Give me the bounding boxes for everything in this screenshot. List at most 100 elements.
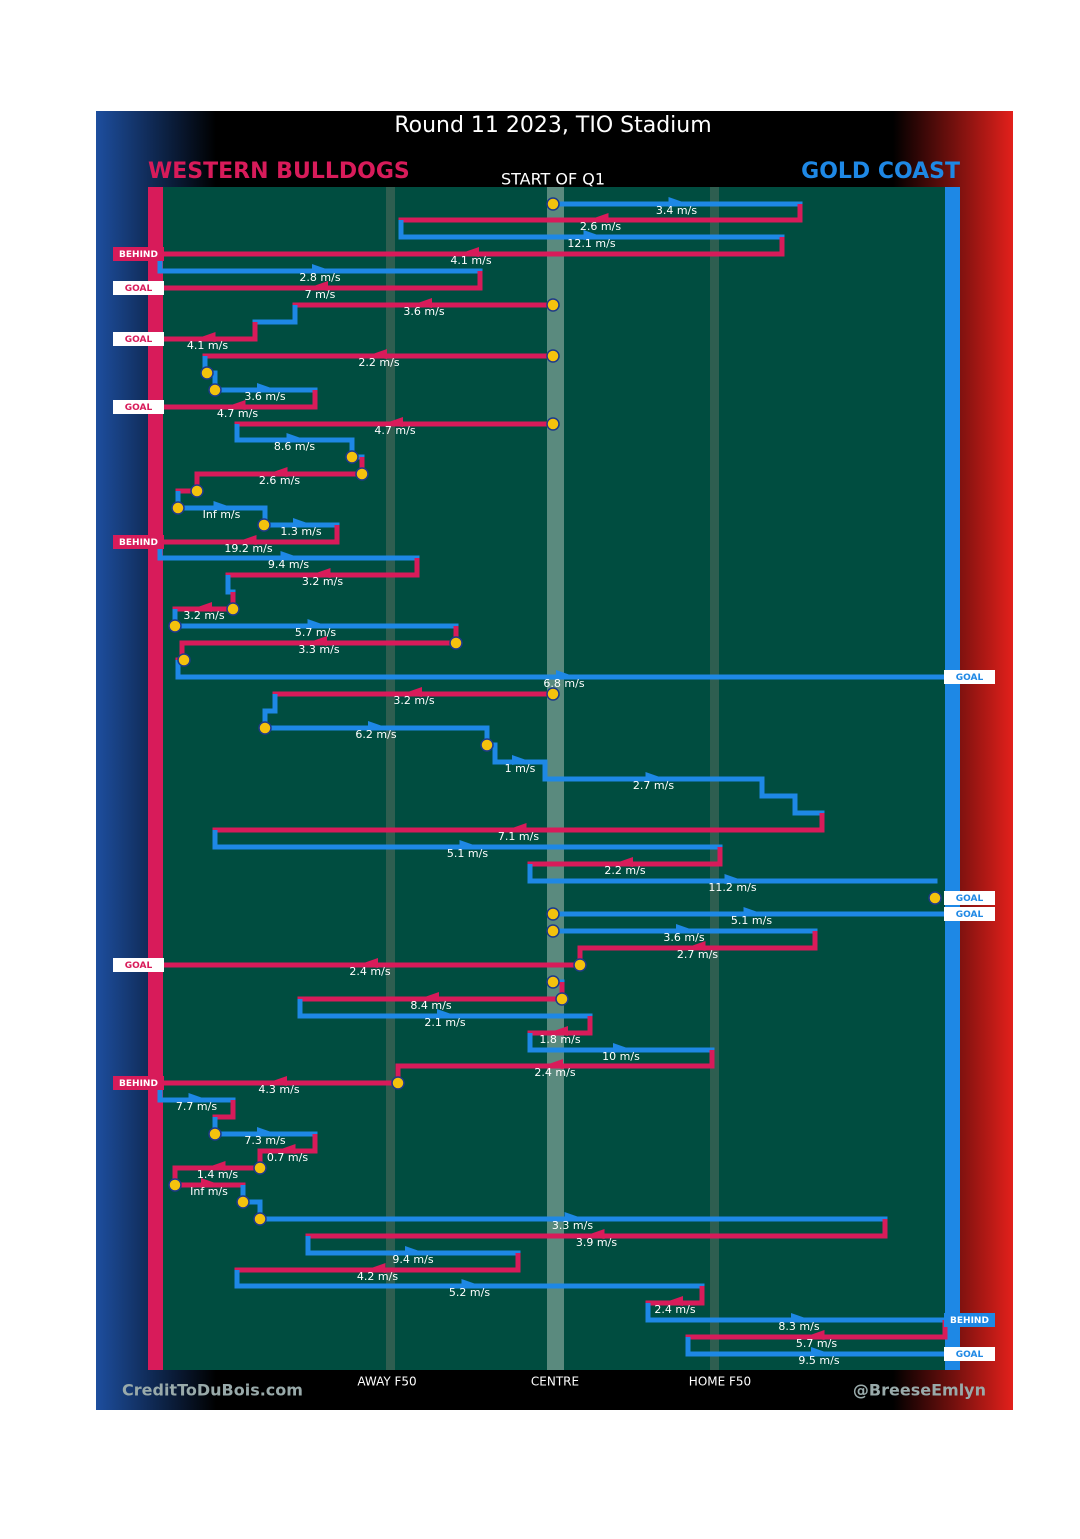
speed-label: 3.2 m/s [183, 609, 224, 622]
arrowhead [367, 349, 387, 359]
outcome-box [113, 958, 164, 972]
arrowhead [743, 907, 764, 917]
arrowhead [556, 670, 576, 680]
speed-label: 2.1 m/s [424, 1016, 465, 1029]
speed-label: 9.5 m/s [798, 1354, 839, 1367]
speed-label: 7 m/s [305, 288, 336, 301]
speed-label: 4.7 m/s [217, 407, 258, 420]
speed-label: 6.8 m/s [543, 677, 584, 690]
arrowhead [267, 467, 288, 477]
speed-label: 3.6 m/s [244, 390, 285, 403]
speed-label: 12.1 m/s [567, 237, 615, 250]
possession-marker [391, 1076, 405, 1090]
possession-marker [253, 1212, 267, 1226]
arrowhead [412, 298, 432, 308]
speed-label: 4.7 m/s [374, 424, 415, 437]
possession-marker [546, 298, 560, 312]
arrowhead [543, 1059, 563, 1069]
arrowhead [358, 958, 378, 968]
possession-marker [555, 992, 569, 1006]
outcome-box [113, 400, 164, 414]
speed-label: 7.1 m/s [498, 830, 539, 843]
speed-label: 5.7 m/s [295, 626, 336, 639]
arrowhead [685, 941, 706, 951]
arrowhead [724, 874, 745, 884]
outcome-label: BEHIND [950, 1316, 989, 1326]
speed-label: 2.4 m/s [534, 1066, 575, 1079]
possession-marker [546, 924, 560, 938]
speed-label: 3.6 m/s [403, 305, 444, 318]
arrowhead [192, 602, 212, 612]
arrowhead [383, 417, 403, 427]
credit: @BreeseEmlyn [853, 1381, 986, 1400]
outcome-label: GOAL [125, 403, 153, 413]
possession-marker [258, 721, 272, 735]
outcome-box [944, 907, 995, 921]
arrowhead [645, 772, 666, 782]
arrowhead [437, 1009, 457, 1019]
possession-marker [208, 383, 222, 397]
arrowhead [307, 619, 328, 629]
speed-label: 2.6 m/s [259, 474, 300, 487]
speed-label: 4.1 m/s [450, 254, 491, 267]
speed-label: 19.2 m/s [224, 542, 272, 555]
arrowhead [205, 1161, 226, 1171]
arrowhead [275, 1144, 296, 1154]
outcome-box [113, 247, 164, 261]
speed-label: 1.8 m/s [539, 1033, 580, 1046]
arrowhead [584, 1229, 605, 1239]
arrowhead [368, 721, 388, 731]
arrowhead [548, 1026, 568, 1036]
speed-label: 2.2 m/s [358, 356, 399, 369]
arrowhead [286, 433, 307, 443]
speed-label: 10 m/s [602, 1050, 640, 1063]
possession-marker [168, 619, 182, 633]
possession-marker [168, 1178, 182, 1192]
outcome-label: GOAL [125, 284, 153, 294]
speed-label: 2.4 m/s [654, 1303, 695, 1316]
arrowhead [236, 535, 257, 545]
possession-marker [208, 1127, 222, 1141]
speed-label: 5.7 m/s [796, 1337, 837, 1350]
arrowhead [663, 1296, 683, 1306]
arrowhead [201, 1178, 221, 1188]
possession-marker [928, 891, 942, 905]
arrowhead [280, 551, 301, 561]
arrowhead [583, 230, 604, 240]
speed-label: 1 m/s [505, 762, 536, 775]
arrowhead [188, 1093, 209, 1103]
speed-label: 9.4 m/s [268, 558, 309, 571]
speed-label: 2.6 m/s [580, 220, 621, 233]
speed-label: 1.3 m/s [280, 525, 321, 538]
speed-label: 8.4 m/s [410, 999, 451, 1012]
speed-label: 3.2 m/s [302, 575, 343, 588]
speed-label: 11.2 m/s [708, 881, 756, 894]
possession-marker [200, 366, 214, 380]
arrowhead [310, 568, 331, 578]
away-goal-bar [148, 187, 163, 1370]
outcome-label: GOAL [125, 961, 153, 971]
outcome-box [944, 1347, 995, 1361]
possession-marker [257, 518, 271, 532]
away-team: WESTERN BULLDOGS [148, 159, 410, 184]
possession-marker [546, 349, 560, 363]
outcome-box [944, 670, 995, 684]
speed-label: 3.4 m/s [656, 204, 697, 217]
speed-label: 3.9 m/s [576, 1236, 617, 1249]
speed-label: 7.7 m/s [176, 1100, 217, 1113]
possession-marker [177, 653, 191, 667]
speed-label: 3.3 m/s [552, 1219, 593, 1232]
speed-label: 2.8 m/s [299, 271, 340, 284]
arrowhead [459, 247, 479, 257]
arrowhead [213, 501, 234, 511]
arrowhead [267, 1076, 287, 1086]
outcome-label: GOAL [956, 1350, 984, 1360]
possession-marker [171, 501, 185, 515]
speed-label: 3.6 m/s [663, 931, 704, 944]
outcome-label: GOAL [956, 673, 984, 683]
arrowhead [512, 755, 532, 765]
possession-marker [546, 417, 560, 431]
speed-label: 8.6 m/s [274, 440, 315, 453]
possession-marker [355, 467, 369, 481]
